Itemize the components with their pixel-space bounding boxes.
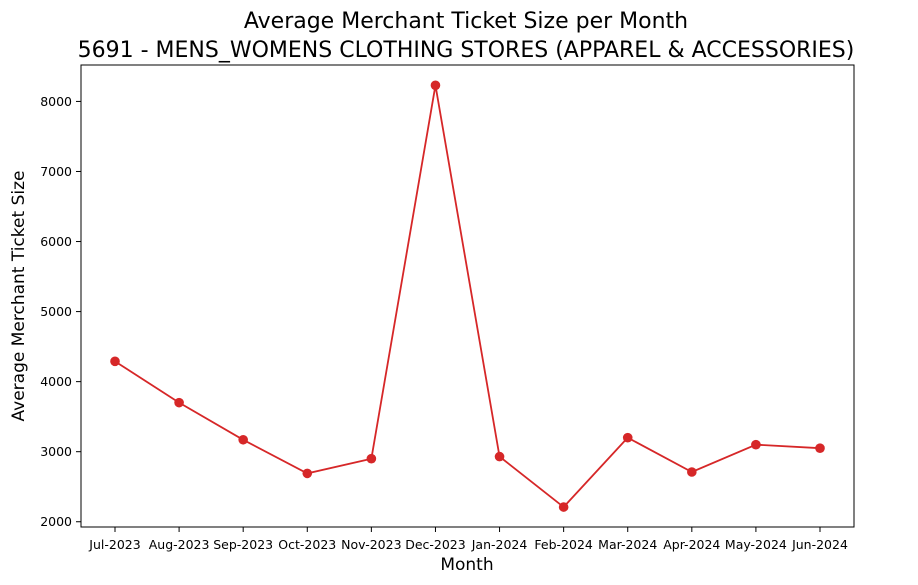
x-tick-label: Aug-2023 (149, 537, 210, 552)
x-tick-label: Dec-2023 (405, 537, 466, 552)
x-tick-label: Nov-2023 (341, 537, 401, 552)
x-tick-group: Jul-2023 Aug-2023 Sep-2023 Oct-2023 Nov-2023… (88, 527, 848, 552)
x-tick-label: Feb-2024 (534, 537, 593, 552)
x-axis-label: Month (440, 555, 493, 575)
x-tick-label: Oct-2023 (278, 537, 336, 552)
y-tick-label: 2000 (40, 514, 72, 529)
y-tick-label: 5000 (40, 304, 72, 319)
y-tick-label: 4000 (40, 374, 72, 389)
x-tick-label: May-2024 (725, 537, 787, 552)
data-point (110, 356, 120, 367)
x-tick-label: Sep-2023 (213, 537, 273, 552)
chart-subtitle: 5691 - MENS_WOMENS CLOTHING STORES (APPA… (78, 38, 855, 63)
data-point (687, 467, 697, 477)
chart-title: Average Merchant Ticket Size per Month (244, 9, 688, 34)
data-point (558, 502, 569, 512)
y-tick-group: 2000 3000 4000 5000 6000 7000 8000 (40, 94, 81, 529)
data-point (366, 453, 377, 464)
x-tick-label: Jan-2024 (471, 537, 528, 552)
plot-frame (80, 64, 855, 528)
x-tick-label: Apr-2024 (663, 537, 720, 552)
x-tick-label: Mar-2024 (598, 537, 657, 552)
data-point (302, 468, 313, 479)
y-tick-label: 6000 (40, 234, 72, 249)
y-tick-label: 7000 (40, 164, 72, 179)
data-point (238, 434, 248, 445)
y-tick-label: 8000 (40, 94, 72, 109)
data-point (622, 432, 633, 443)
series-markers (110, 80, 825, 512)
data-point (494, 451, 505, 462)
data-point (430, 80, 441, 91)
data-point (174, 397, 184, 408)
data-point (815, 443, 825, 453)
series-line (114, 85, 821, 509)
y-axis-label: Average Merchant Ticket Size (9, 171, 29, 422)
x-tick-label: Jul-2023 (88, 537, 140, 552)
plot-area (110, 80, 825, 512)
x-tick-label: Jun-2024 (791, 537, 848, 552)
y-tick-label: 3000 (40, 444, 72, 459)
data-point (751, 439, 761, 450)
